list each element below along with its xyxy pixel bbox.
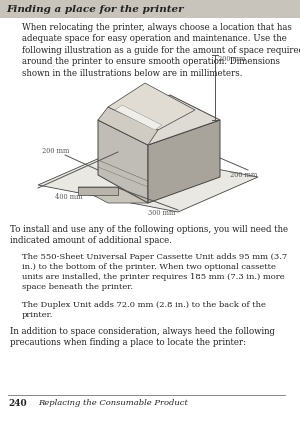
Text: When relocating the printer, always choose a location that has
adequate space fo: When relocating the printer, always choo… [22,23,300,78]
Text: To install and use any of the following options, you will need the
indicated amo: To install and use any of the following … [10,225,288,246]
Polygon shape [38,150,258,212]
Polygon shape [78,187,148,203]
Text: 200 mm: 200 mm [218,55,245,63]
Polygon shape [98,120,148,203]
Text: Replacing the Consumable Product: Replacing the Consumable Product [38,399,188,407]
Polygon shape [98,95,220,145]
Text: 300 mm: 300 mm [148,209,176,217]
Text: Finding a place for the printer: Finding a place for the printer [6,5,184,14]
Text: The 550-Sheet Universal Paper Cassette Unit adds 95 mm (3.7
in.) to the bottom o: The 550-Sheet Universal Paper Cassette U… [22,253,287,291]
Text: The Duplex Unit adds 72.0 mm (2.8 in.) to the back of the
printer.: The Duplex Unit adds 72.0 mm (2.8 in.) t… [22,301,266,319]
Text: 200 mm: 200 mm [42,147,69,155]
Text: 240: 240 [8,399,27,408]
Polygon shape [148,120,220,203]
Text: 400 mm: 400 mm [55,193,82,201]
Text: 200 mm: 200 mm [230,171,257,179]
Polygon shape [115,105,162,130]
Text: In addition to space consideration, always heed the following
precautions when f: In addition to space consideration, alwa… [10,327,275,348]
Polygon shape [78,187,118,195]
Polygon shape [108,83,195,130]
Polygon shape [98,107,158,145]
Bar [0,0,300,18]
